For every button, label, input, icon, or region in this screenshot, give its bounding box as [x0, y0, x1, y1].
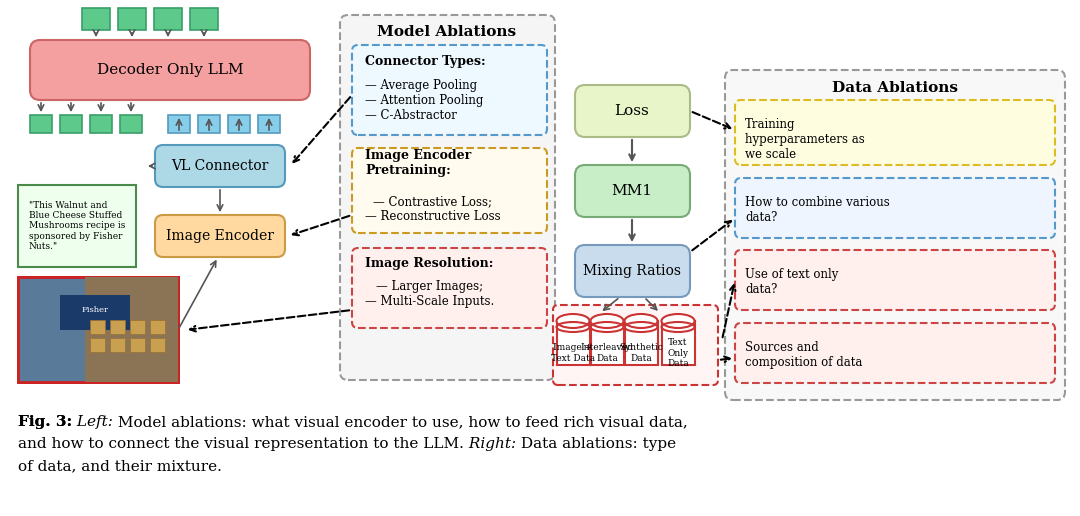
FancyBboxPatch shape [352, 45, 546, 135]
FancyBboxPatch shape [735, 323, 1055, 383]
Bar [662, 321, 696, 365]
Bar [130, 338, 145, 352]
Bar [18, 277, 178, 382]
FancyBboxPatch shape [575, 165, 690, 217]
Text: Image Encoder
Pretraining:: Image Encoder Pretraining: [365, 149, 471, 177]
Text: and how to connect the visual representation to the LLM.: and how to connect the visual representa… [18, 437, 464, 451]
Bar [90, 320, 105, 334]
FancyBboxPatch shape [352, 248, 546, 328]
Text: MM1: MM1 [611, 184, 652, 198]
Text: Training
hyperparameters as
we scale: Training hyperparameters as we scale [745, 118, 865, 161]
Text: Interleaved
Data: Interleaved Data [581, 343, 633, 363]
Bar [110, 320, 125, 334]
Bar [150, 320, 165, 334]
FancyBboxPatch shape [156, 215, 285, 257]
Text: Data ablations: type: Data ablations: type [516, 437, 676, 451]
Text: VL Connector: VL Connector [172, 159, 269, 173]
Bar [90, 115, 112, 133]
Bar [557, 321, 590, 365]
Bar [110, 338, 125, 352]
Text: Decoder Only LLM: Decoder Only LLM [97, 63, 243, 77]
Text: Fisher: Fisher [81, 306, 108, 314]
FancyBboxPatch shape [735, 178, 1055, 238]
Bar [228, 115, 249, 133]
Bar [60, 115, 82, 133]
FancyBboxPatch shape [156, 145, 285, 187]
Text: Data Ablations: Data Ablations [832, 81, 958, 95]
Text: Model ablations: what visual encoder to use, how to feed rich visual data,: Model ablations: what visual encoder to … [113, 415, 688, 429]
FancyBboxPatch shape [30, 40, 310, 100]
Bar [120, 115, 141, 133]
Text: Left:: Left: [72, 415, 113, 429]
Ellipse shape [624, 314, 658, 328]
Text: "This Walnut and
Blue Cheese Stuffed
Mushrooms recipe is
sponsored by Fisher
Nut: "This Walnut and Blue Cheese Stuffed Mus… [29, 201, 125, 251]
Text: Mixing Ratios: Mixing Ratios [583, 264, 681, 278]
Bar [90, 338, 105, 352]
FancyBboxPatch shape [340, 15, 555, 380]
Text: Text
Only
Data: Text Only Data [667, 338, 689, 368]
Bar [82, 8, 110, 30]
Text: of data, and their mixture.: of data, and their mixture. [18, 459, 221, 473]
Text: Model Ablations: Model Ablations [377, 25, 516, 39]
Bar [30, 115, 52, 133]
Text: Right:: Right: [464, 437, 516, 451]
Bar [150, 338, 165, 352]
Bar [60, 295, 130, 330]
Ellipse shape [661, 314, 694, 328]
Text: Sources and
composition of data: Sources and composition of data [745, 341, 862, 369]
FancyBboxPatch shape [553, 305, 718, 385]
Bar [258, 115, 280, 133]
Ellipse shape [591, 314, 623, 328]
Bar [625, 321, 658, 365]
FancyBboxPatch shape [735, 100, 1055, 165]
Bar [198, 115, 220, 133]
FancyBboxPatch shape [575, 245, 690, 297]
Text: Loss: Loss [615, 104, 649, 118]
Text: — Contrastive Loss;
— Reconstructive Loss: — Contrastive Loss; — Reconstructive Los… [365, 195, 501, 223]
Text: Image Encoder: Image Encoder [166, 229, 274, 243]
Text: Synthetic
Data: Synthetic Data [619, 343, 663, 363]
Bar [85, 277, 178, 382]
FancyBboxPatch shape [352, 148, 546, 233]
Bar [168, 115, 190, 133]
Bar [130, 320, 145, 334]
FancyBboxPatch shape [575, 85, 690, 137]
FancyBboxPatch shape [725, 70, 1065, 400]
Text: Use of text only
data?: Use of text only data? [745, 268, 838, 296]
Bar [154, 8, 183, 30]
Text: Connector Types:: Connector Types: [365, 56, 486, 69]
Text: Image Resolution:: Image Resolution: [365, 256, 494, 269]
Text: Image +
Text Data: Image + Text Data [551, 343, 595, 363]
Text: — Average Pooling
— Attention Pooling
— C-Abstractor: — Average Pooling — Attention Pooling — … [365, 79, 484, 122]
Text: — Larger Images;
— Multi-Scale Inputs.: — Larger Images; — Multi-Scale Inputs. [365, 280, 495, 308]
Bar [18, 185, 136, 267]
Ellipse shape [556, 314, 590, 328]
Bar [190, 8, 218, 30]
Bar [591, 321, 624, 365]
Text: How to combine various
data?: How to combine various data? [745, 196, 890, 224]
Text: Fig. 3:: Fig. 3: [18, 415, 72, 429]
Text: Fig. 3:: Fig. 3: [18, 415, 72, 429]
Bar [118, 8, 146, 30]
FancyBboxPatch shape [735, 250, 1055, 310]
Bar [18, 277, 178, 382]
